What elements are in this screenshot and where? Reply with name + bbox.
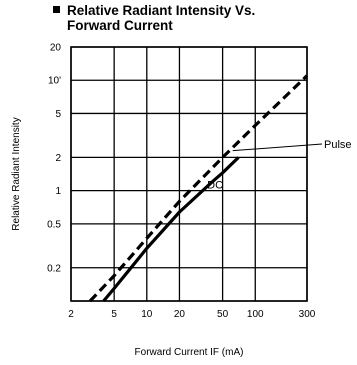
title-bullet-icon bbox=[53, 6, 60, 13]
y-tick-label: 10' bbox=[48, 76, 61, 87]
pulse-leader-line bbox=[232, 143, 323, 152]
title-line-2: Forward Current bbox=[67, 18, 173, 33]
x-tick-label: 2 bbox=[68, 309, 74, 320]
x-tick-label: 50 bbox=[217, 309, 229, 320]
title-line-1: Relative Radiant Intensity Vs. bbox=[67, 3, 256, 18]
y-axis-label: Relative Radiant Intensity bbox=[11, 117, 22, 230]
y-tick-label: 1 bbox=[55, 186, 61, 197]
y-tick-label: 20 bbox=[50, 43, 62, 54]
series-layer bbox=[88, 74, 309, 303]
x-tick-label: 10 bbox=[141, 309, 153, 320]
dc-label: DC bbox=[207, 179, 223, 191]
y-tick-label: 2 bbox=[55, 153, 61, 164]
y-tick-label: 0.2 bbox=[47, 263, 61, 274]
y-tick-label: 5 bbox=[55, 109, 61, 120]
x-tick-label: 300 bbox=[299, 309, 316, 320]
chart-title: Relative Radiant Intensity Vs. Forward C… bbox=[53, 3, 255, 33]
tick-labels: 2 5 10 20 50 100 300 0.2 0.5 1 2 5 10' 20 bbox=[47, 43, 316, 321]
pulse-label: Pulse bbox=[324, 139, 352, 151]
x-tick-label: 100 bbox=[247, 309, 264, 320]
y-tick-label: 0.5 bbox=[47, 219, 61, 230]
x-tick-label: 20 bbox=[174, 309, 186, 320]
x-tick-label: 5 bbox=[111, 309, 117, 320]
series-pulse-line bbox=[88, 74, 309, 303]
grid bbox=[70, 46, 308, 302]
series-dc-line bbox=[102, 156, 240, 303]
x-axis-label: Forward Current IF (mA) bbox=[135, 347, 244, 358]
plot-frame bbox=[70, 46, 308, 302]
